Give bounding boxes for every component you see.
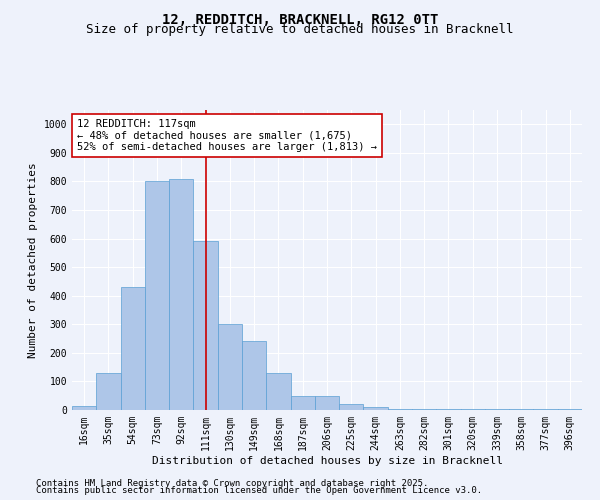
- Text: 12 REDDITCH: 117sqm
← 48% of detached houses are smaller (1,675)
52% of semi-det: 12 REDDITCH: 117sqm ← 48% of detached ho…: [77, 119, 377, 152]
- Bar: [242, 342, 266, 410]
- X-axis label: Distribution of detached houses by size in Bracknell: Distribution of detached houses by size …: [151, 456, 503, 466]
- Text: 12, REDDITCH, BRACKNELL, RG12 0TT: 12, REDDITCH, BRACKNELL, RG12 0TT: [162, 12, 438, 26]
- Bar: [121, 287, 145, 410]
- Bar: [218, 324, 242, 410]
- Bar: [193, 242, 218, 410]
- Bar: [315, 396, 339, 410]
- Bar: [145, 182, 169, 410]
- Bar: [412, 408, 436, 410]
- Bar: [339, 404, 364, 410]
- Text: Contains HM Land Registry data © Crown copyright and database right 2025.: Contains HM Land Registry data © Crown c…: [36, 478, 428, 488]
- Bar: [169, 178, 193, 410]
- Bar: [72, 406, 96, 410]
- Bar: [290, 396, 315, 410]
- Bar: [461, 409, 485, 410]
- Bar: [388, 408, 412, 410]
- Bar: [364, 407, 388, 410]
- Bar: [436, 408, 461, 410]
- Bar: [96, 373, 121, 410]
- Y-axis label: Number of detached properties: Number of detached properties: [28, 162, 38, 358]
- Bar: [266, 373, 290, 410]
- Text: Size of property relative to detached houses in Bracknell: Size of property relative to detached ho…: [86, 22, 514, 36]
- Text: Contains public sector information licensed under the Open Government Licence v3: Contains public sector information licen…: [36, 486, 482, 495]
